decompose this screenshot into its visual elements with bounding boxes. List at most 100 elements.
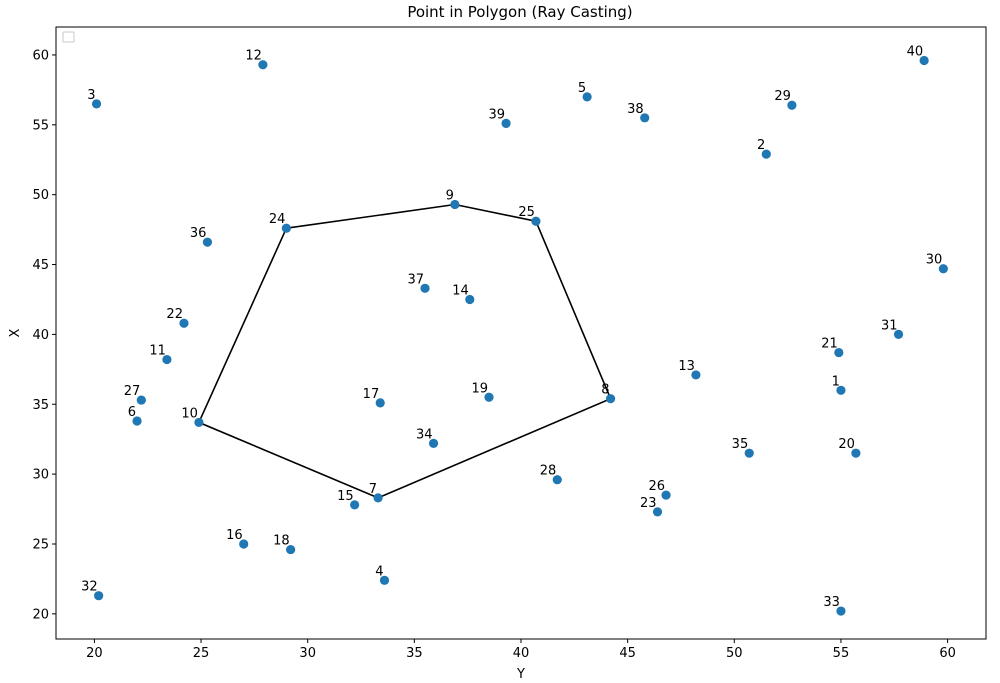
- point-9: [450, 199, 460, 210]
- point-label-10: 10: [181, 406, 198, 421]
- point-23: [652, 507, 663, 517]
- point-label-39: 39: [489, 107, 506, 122]
- point-label-1: 1: [832, 374, 840, 389]
- point-label-16: 16: [226, 528, 243, 543]
- point-8: [605, 394, 616, 404]
- point-label-8: 8: [601, 383, 609, 398]
- point-label-35: 35: [732, 437, 749, 452]
- point-label-5: 5: [578, 81, 586, 96]
- point-22: [179, 318, 189, 328]
- point-31: [893, 329, 904, 339]
- point-label-13: 13: [678, 359, 695, 374]
- y-tick-label: 40: [32, 328, 49, 343]
- x-tick-label: 35: [406, 646, 423, 661]
- point-35: [744, 448, 754, 458]
- point-1: [836, 385, 846, 395]
- y-tick-label: 25: [32, 537, 49, 552]
- point-label-19: 19: [471, 381, 488, 396]
- point-label-2: 2: [757, 138, 765, 153]
- y-tick-label: 55: [32, 118, 49, 133]
- point-label-24: 24: [269, 212, 286, 227]
- point-26: [661, 490, 671, 500]
- point-label-20: 20: [838, 437, 855, 452]
- point-label-15: 15: [337, 489, 354, 504]
- point-label-4: 4: [375, 564, 383, 579]
- point-19: [484, 392, 494, 402]
- x-tick-label: 60: [939, 646, 956, 661]
- point-37: [420, 283, 430, 293]
- plot-frame: [55, 26, 987, 640]
- point-36: [202, 237, 213, 247]
- x-axis-label: Y: [516, 667, 525, 682]
- point-label-21: 21: [821, 337, 838, 352]
- point-label-3: 3: [87, 88, 95, 103]
- x-tick-label: 20: [86, 646, 103, 661]
- point-28: [552, 475, 562, 485]
- point-16: [239, 539, 249, 549]
- point-14: [465, 294, 475, 305]
- y-tick-label: 20: [32, 607, 49, 622]
- point-2: [761, 149, 771, 159]
- point-label-36: 36: [190, 226, 207, 241]
- point-34: [428, 438, 439, 448]
- point-label-23: 23: [640, 496, 657, 511]
- point-label-9: 9: [446, 188, 454, 203]
- point-20: [851, 448, 861, 458]
- point-label-7: 7: [369, 482, 377, 497]
- point-3: [91, 99, 102, 109]
- point-27: [136, 395, 146, 405]
- point-11: [162, 354, 172, 365]
- point-29: [787, 100, 797, 110]
- point-25: [531, 216, 541, 226]
- y-tick-label: 50: [32, 188, 49, 203]
- point-40: [919, 55, 929, 66]
- point-label-12: 12: [245, 49, 262, 64]
- point-32: [94, 591, 104, 601]
- y-tick-label: 30: [32, 468, 49, 483]
- chart-title: Point in Polygon (Ray Casting): [407, 3, 632, 21]
- y-tick-label: 60: [32, 48, 49, 63]
- x-tick-label: 55: [833, 646, 850, 661]
- x-tick-label: 45: [619, 646, 636, 661]
- point-18: [286, 544, 296, 555]
- point-label-27: 27: [124, 384, 141, 399]
- point-7: [373, 493, 383, 503]
- point-label-30: 30: [926, 253, 943, 268]
- point-label-34: 34: [416, 427, 433, 442]
- point-label-29: 29: [774, 89, 791, 104]
- y-axis-label: X: [8, 328, 23, 337]
- point-label-33: 33: [823, 595, 840, 610]
- point-label-28: 28: [540, 464, 557, 479]
- point-label-17: 17: [363, 387, 380, 402]
- y-tick-label: 45: [32, 258, 49, 273]
- point-label-18: 18: [273, 534, 290, 549]
- point-label-22: 22: [166, 307, 183, 322]
- point-21: [834, 347, 844, 358]
- point-39: [501, 118, 511, 129]
- point-label-40: 40: [907, 45, 924, 60]
- point-label-14: 14: [452, 283, 469, 298]
- point-label-6: 6: [128, 405, 136, 420]
- point-5: [582, 92, 592, 102]
- x-tick-label: 30: [299, 646, 316, 661]
- point-38: [640, 113, 650, 123]
- point-label-31: 31: [881, 318, 898, 333]
- point-15: [350, 500, 360, 510]
- x-tick-label: 25: [193, 646, 210, 661]
- y-tick-label: 35: [32, 398, 49, 413]
- point-label-38: 38: [627, 102, 644, 117]
- point-10: [194, 417, 204, 428]
- point-label-25: 25: [518, 205, 535, 220]
- point-label-11: 11: [149, 344, 166, 359]
- point-label-26: 26: [648, 479, 665, 494]
- legend-box: [62, 31, 75, 43]
- point-17: [375, 398, 385, 408]
- point-12: [258, 60, 268, 70]
- point-label-32: 32: [81, 580, 98, 595]
- x-tick-label: 40: [513, 646, 530, 661]
- point-24: [281, 223, 291, 233]
- x-tick-label: 50: [726, 646, 743, 661]
- point-4: [379, 575, 390, 585]
- point-6: [132, 416, 142, 426]
- point-label-37: 37: [407, 272, 424, 287]
